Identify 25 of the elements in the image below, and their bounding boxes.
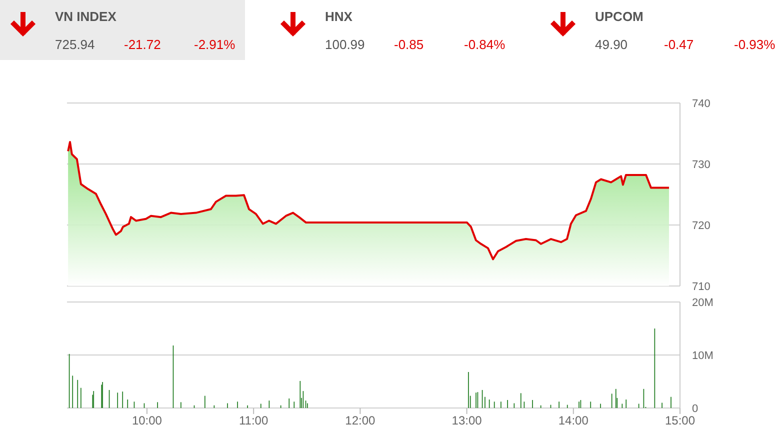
- text: VN INDEX: [55, 9, 116, 24]
- text: -0.84%: [464, 37, 506, 52]
- text: 100.99: [325, 37, 365, 52]
- text: HNX: [325, 9, 352, 24]
- text: -0.47: [664, 37, 694, 52]
- y-tick-label: 20M: [692, 296, 714, 309]
- x-tick-label: 11:00: [238, 414, 268, 428]
- x-tick-label: 14:00: [558, 414, 589, 428]
- y-tick-label: 730: [692, 158, 710, 171]
- text: UPCOM: [595, 9, 644, 24]
- y-tick-label: 10M: [692, 350, 714, 362]
- x-tick-label: 15:00: [664, 414, 696, 428]
- y-tick-label: 0: [692, 402, 698, 415]
- text: -21.72: [124, 37, 161, 52]
- y-tick-label: 740: [692, 98, 710, 110]
- x-tick-label: 10:00: [132, 414, 162, 428]
- text: -0.93%: [734, 37, 775, 52]
- text: -2.91%: [194, 37, 236, 52]
- y-tick-label: 720: [692, 220, 710, 232]
- text: 725.94: [55, 37, 95, 52]
- text: 49.90: [595, 37, 628, 52]
- y-tick-label: 710: [692, 280, 710, 293]
- x-tick-label: 12:00: [345, 414, 376, 428]
- text: -0.85: [394, 37, 424, 52]
- x-tick-label: 13:00: [452, 414, 482, 428]
